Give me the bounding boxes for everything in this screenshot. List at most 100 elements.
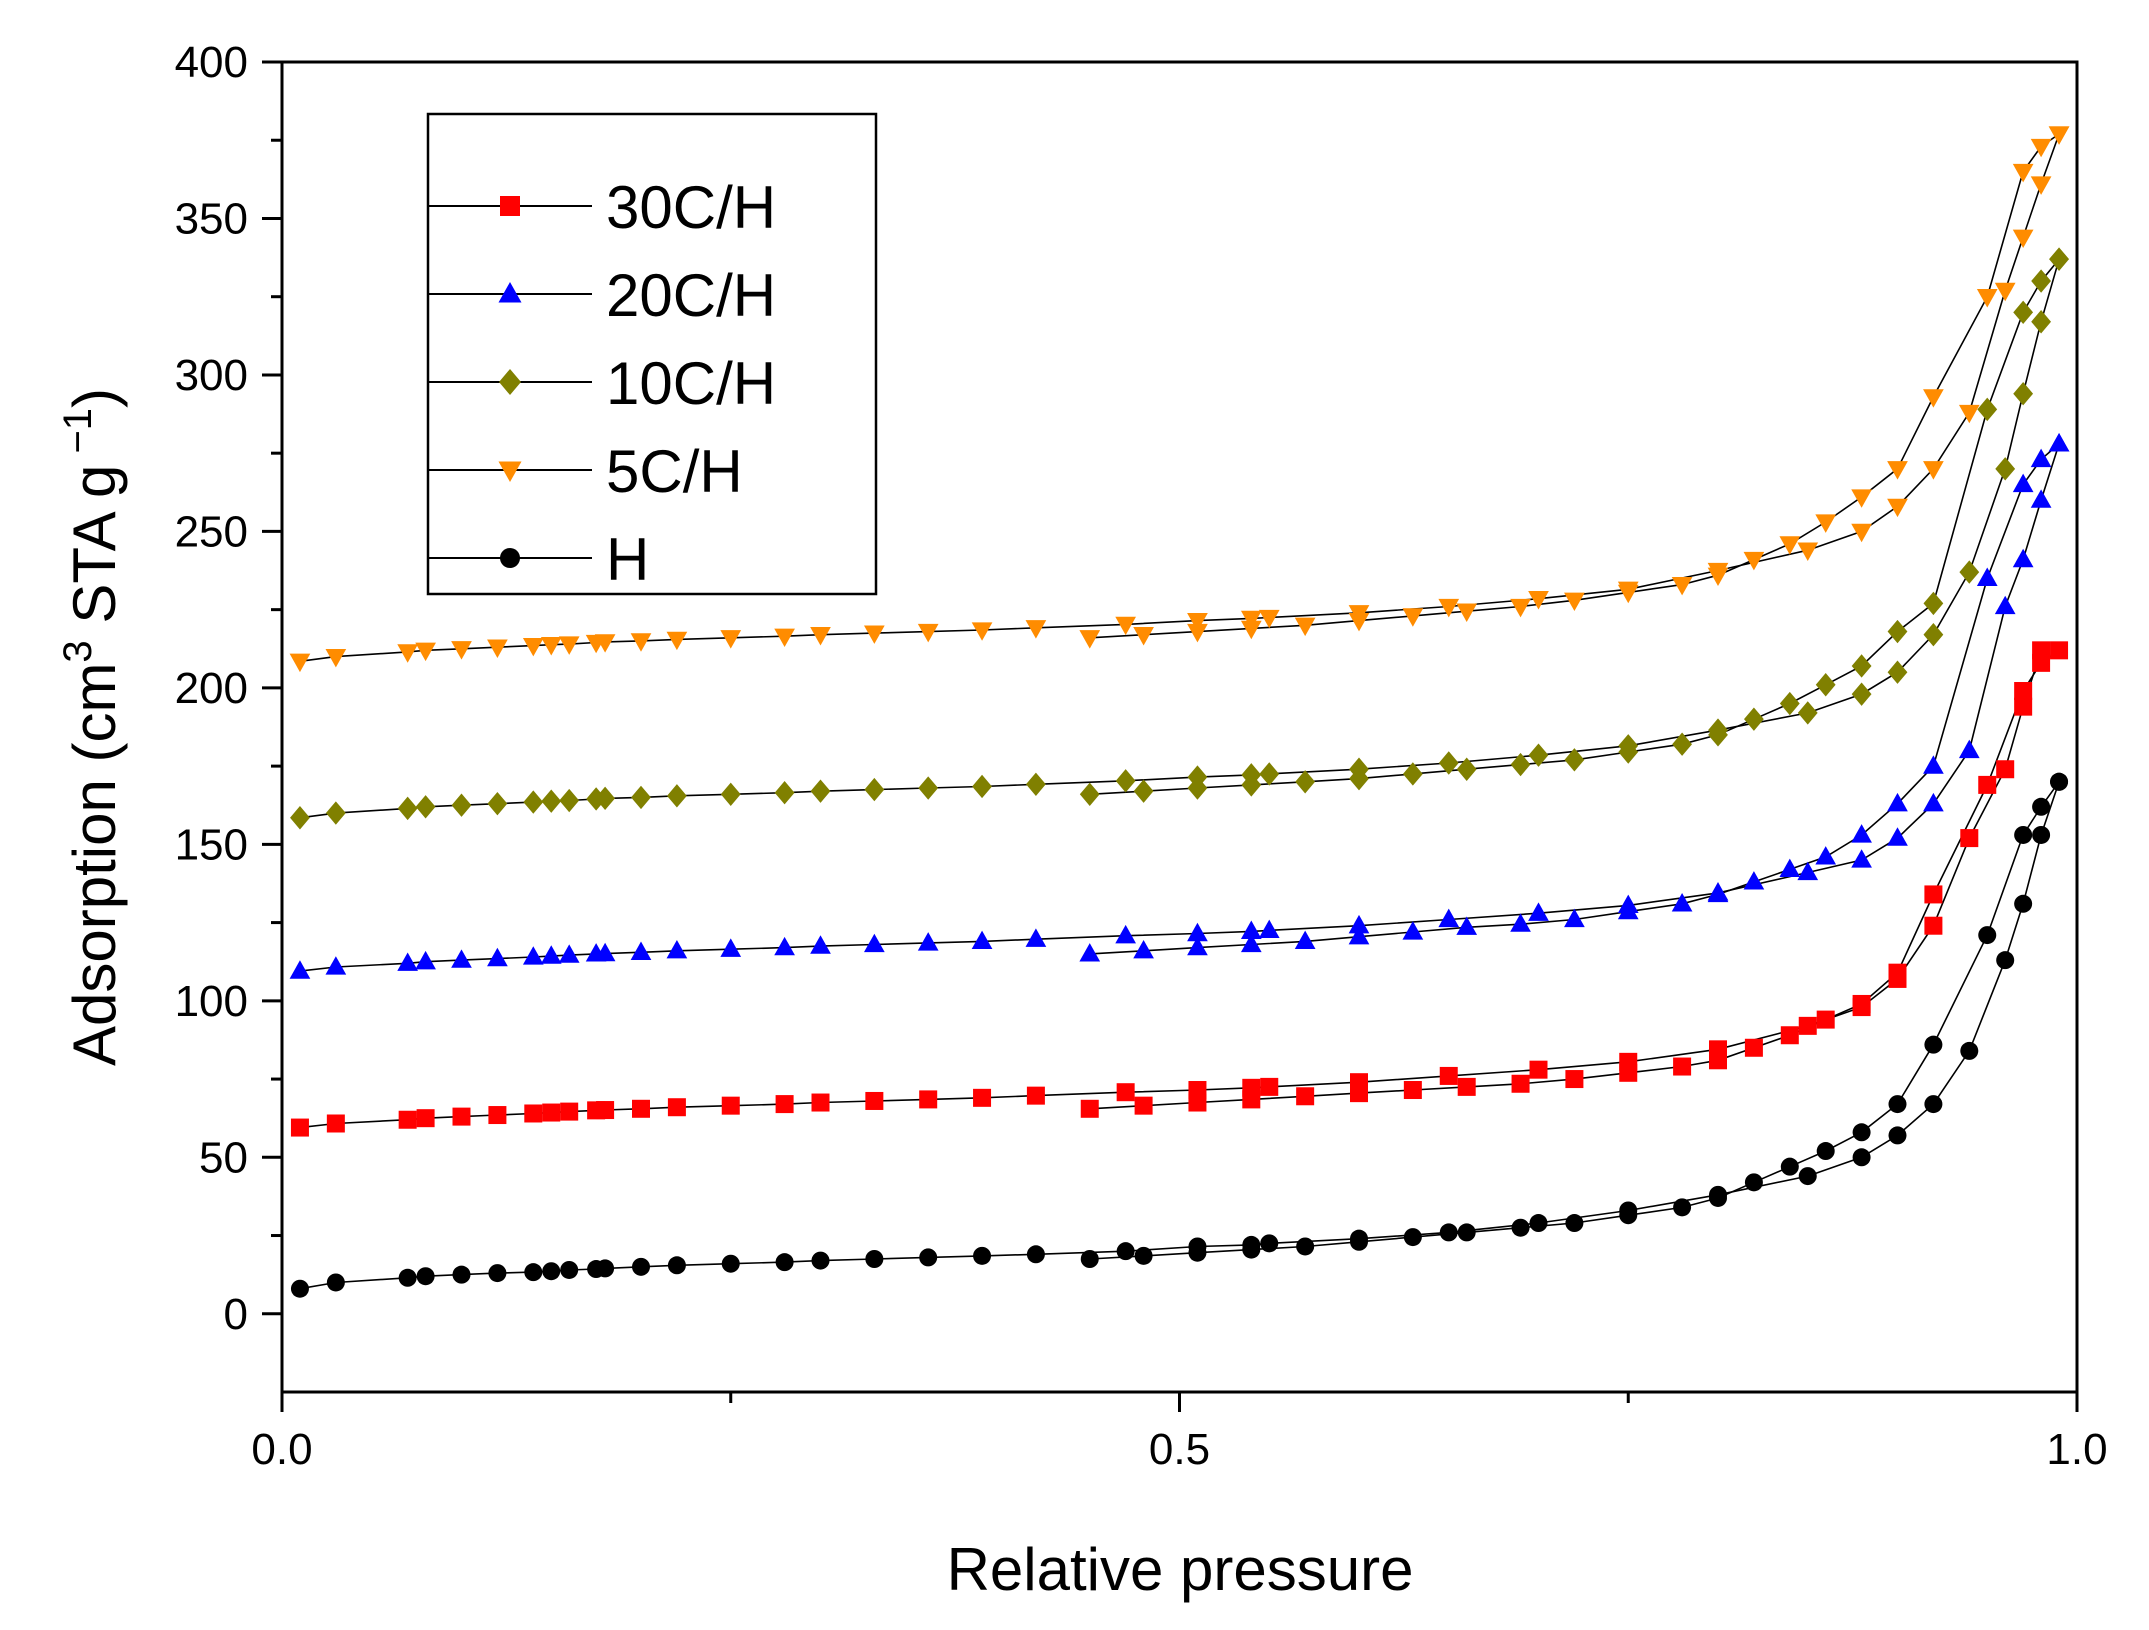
data-point	[917, 623, 939, 643]
data-point	[667, 1256, 686, 1275]
data-point	[666, 631, 688, 651]
data-point	[1241, 773, 1262, 797]
data-point	[1958, 739, 1980, 759]
data-point	[596, 1259, 615, 1278]
data-point	[1996, 951, 2015, 970]
data-point	[2030, 176, 2052, 195]
data-point	[971, 930, 993, 950]
data-point	[1797, 861, 1819, 881]
data-point	[397, 796, 418, 821]
data-point	[1673, 1198, 1692, 1217]
data-point	[1671, 893, 1693, 912]
data-point	[398, 1110, 417, 1129]
data-point	[1528, 902, 1549, 921]
series-H	[290, 772, 2069, 1298]
data-point	[1080, 1250, 1099, 1268]
data-point	[1350, 1084, 1368, 1103]
y-tick-label: 150	[175, 820, 248, 869]
data-point	[1438, 908, 1460, 928]
data-point	[971, 622, 993, 641]
series-30C/H	[290, 641, 2069, 1137]
data-point	[1133, 939, 1154, 959]
data-point	[325, 956, 347, 975]
data-point	[1619, 1063, 1638, 1082]
data-point	[559, 788, 580, 813]
data-point	[1296, 1237, 1315, 1256]
data-point	[2013, 300, 2034, 325]
data-point	[1851, 682, 1872, 706]
data-point	[973, 1246, 992, 1265]
data-point	[1923, 389, 1944, 408]
data-point	[560, 1102, 579, 1121]
data-point	[1439, 1223, 1458, 1242]
data-point	[541, 789, 562, 813]
data-point	[1456, 603, 1478, 623]
data-point	[416, 1267, 435, 1286]
data-point	[1744, 1173, 1763, 1192]
data-point	[397, 952, 418, 971]
data-point	[1978, 926, 1997, 945]
data-point	[488, 1264, 507, 1283]
data-point	[558, 636, 580, 655]
data-point	[1349, 766, 1369, 791]
legend-label: H	[606, 526, 649, 593]
data-point	[1529, 1214, 1548, 1233]
data-point	[1994, 282, 2016, 302]
data-point	[1888, 1126, 1907, 1145]
data-point	[632, 1257, 650, 1276]
data-point	[1350, 1232, 1368, 1251]
data-point	[865, 1091, 884, 1110]
data-point	[1852, 994, 1871, 1013]
data-point	[2014, 682, 2033, 701]
data-point	[864, 777, 885, 802]
data-point	[1744, 1038, 1763, 1057]
data-point	[1511, 1074, 1530, 1093]
data-point	[811, 1093, 830, 1112]
data-point	[1779, 858, 1801, 878]
data-point	[1780, 1026, 1799, 1045]
legend-marker	[500, 548, 520, 568]
data-point	[1619, 1206, 1638, 1225]
data-point	[1187, 612, 1208, 632]
data-point	[487, 639, 508, 658]
data-point	[1709, 1188, 1727, 1207]
data-point	[487, 791, 508, 816]
y-axis-label: Adsorption (cm3 STA g −1)	[56, 388, 128, 1066]
data-point	[1976, 289, 1998, 308]
y-axis-label-main: Adsorption (cm	[61, 663, 128, 1066]
data-point	[1816, 1010, 1835, 1029]
data-point	[1923, 622, 1944, 647]
data-point	[1887, 461, 1908, 480]
data-point	[1816, 1142, 1835, 1161]
legend-marker	[499, 369, 521, 395]
data-point	[1924, 916, 1943, 935]
data-point	[1116, 1083, 1135, 1102]
data-point	[720, 938, 742, 957]
data-point	[1457, 1077, 1476, 1096]
data-point	[2050, 772, 2069, 791]
legend-entry-H: H	[428, 526, 649, 593]
data-point	[1779, 691, 1800, 716]
data-point	[487, 947, 508, 967]
data-point	[917, 932, 939, 951]
data-point	[1851, 654, 1872, 678]
data-point	[1815, 514, 1837, 533]
data-point	[2030, 448, 2052, 468]
data-point	[1258, 609, 1280, 629]
data-point	[595, 786, 615, 811]
data-point	[1565, 1214, 1584, 1233]
data-point	[1348, 914, 1370, 934]
data-point	[1402, 762, 1423, 786]
data-point	[1079, 782, 1100, 806]
data-point	[1457, 1223, 1476, 1242]
data-point	[1188, 1093, 1207, 1112]
legend: 30C/H 20C/H 10C/H 5C/H H	[426, 112, 878, 596]
data-point	[1798, 1167, 1817, 1186]
data-point	[2014, 894, 2033, 913]
data-point	[1348, 925, 1370, 945]
data-point	[1618, 740, 1639, 764]
data-point	[1960, 829, 1979, 848]
data-point	[1187, 623, 1208, 643]
axes-layer: 0.0 0.5 1.0 0 50 100 150 200 250 300 350 400	[175, 38, 2108, 1474]
series-layer	[289, 126, 2070, 1298]
